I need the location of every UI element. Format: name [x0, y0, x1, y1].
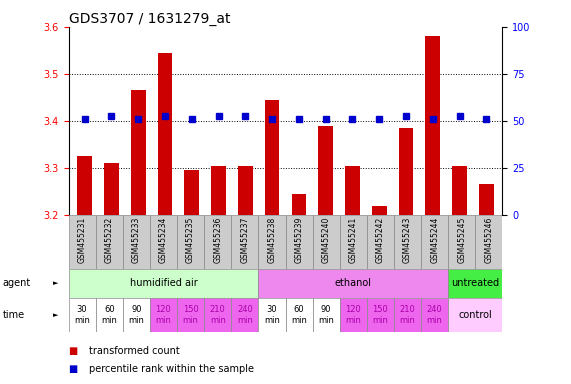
Bar: [448, 215, 475, 269]
Text: GSM455242: GSM455242: [376, 217, 385, 263]
Text: 60
min: 60 min: [101, 305, 117, 324]
Text: GSM455234: GSM455234: [159, 217, 168, 263]
Bar: [448, 298, 502, 332]
Text: 90
min: 90 min: [128, 305, 144, 324]
Text: percentile rank within the sample: percentile rank within the sample: [89, 364, 254, 374]
Bar: [479, 184, 494, 215]
Text: time: time: [3, 310, 25, 320]
Bar: [313, 215, 340, 269]
Text: GSM455236: GSM455236: [213, 217, 222, 263]
Text: agent: agent: [3, 278, 31, 288]
Text: 120
min: 120 min: [345, 305, 361, 324]
Bar: [399, 128, 413, 215]
Text: GSM455244: GSM455244: [430, 217, 439, 263]
Text: GSM455243: GSM455243: [403, 217, 412, 263]
Bar: [292, 194, 306, 215]
Bar: [367, 298, 394, 332]
Text: transformed count: transformed count: [89, 346, 179, 356]
Text: GDS3707 / 1631279_at: GDS3707 / 1631279_at: [69, 12, 230, 26]
Bar: [177, 298, 204, 332]
Bar: [204, 215, 231, 269]
Text: 240
min: 240 min: [427, 305, 443, 324]
Bar: [96, 298, 123, 332]
Text: GSM455246: GSM455246: [484, 217, 493, 263]
Bar: [204, 298, 231, 332]
Text: 150
min: 150 min: [183, 305, 199, 324]
Text: 60
min: 60 min: [291, 305, 307, 324]
Bar: [104, 163, 119, 215]
Bar: [340, 215, 367, 269]
Bar: [211, 166, 226, 215]
Bar: [421, 215, 448, 269]
Text: 90
min: 90 min: [318, 305, 334, 324]
Bar: [448, 269, 502, 298]
Text: 240
min: 240 min: [237, 305, 253, 324]
Bar: [452, 166, 467, 215]
Bar: [345, 166, 360, 215]
Bar: [238, 166, 253, 215]
Text: ethanol: ethanol: [335, 278, 372, 288]
Bar: [69, 215, 96, 269]
Bar: [69, 269, 258, 298]
Bar: [231, 298, 258, 332]
Bar: [123, 215, 150, 269]
Text: 30
min: 30 min: [264, 305, 280, 324]
Text: control: control: [459, 310, 492, 320]
Bar: [313, 298, 340, 332]
Bar: [177, 215, 204, 269]
Bar: [372, 205, 387, 215]
Bar: [131, 90, 146, 215]
Bar: [340, 298, 367, 332]
Bar: [77, 156, 92, 215]
Bar: [258, 215, 286, 269]
Bar: [231, 215, 258, 269]
Text: 210
min: 210 min: [400, 305, 416, 324]
Text: ■: ■: [69, 346, 78, 356]
Text: GSM455237: GSM455237: [240, 217, 250, 263]
Bar: [286, 298, 313, 332]
Bar: [286, 215, 313, 269]
Bar: [150, 298, 177, 332]
Bar: [318, 126, 333, 215]
Text: GSM455240: GSM455240: [321, 217, 331, 263]
Text: 120
min: 120 min: [155, 305, 171, 324]
Bar: [123, 298, 150, 332]
Bar: [425, 36, 440, 215]
Bar: [475, 215, 502, 269]
Bar: [158, 53, 172, 215]
Text: 150
min: 150 min: [372, 305, 388, 324]
Text: 30
min: 30 min: [74, 305, 90, 324]
Bar: [265, 100, 279, 215]
Text: GSM455241: GSM455241: [349, 217, 358, 263]
Bar: [394, 215, 421, 269]
Bar: [184, 170, 199, 215]
Text: GSM455235: GSM455235: [186, 217, 195, 263]
Text: ■: ■: [69, 364, 78, 374]
Text: humidified air: humidified air: [130, 278, 198, 288]
Bar: [367, 215, 394, 269]
Bar: [394, 298, 421, 332]
Text: GSM455245: GSM455245: [457, 217, 467, 263]
Bar: [69, 298, 96, 332]
Text: ►: ►: [53, 280, 58, 286]
Bar: [258, 269, 448, 298]
Text: untreated: untreated: [451, 278, 500, 288]
Bar: [421, 298, 448, 332]
Bar: [150, 215, 177, 269]
Text: GSM455233: GSM455233: [132, 217, 141, 263]
Text: GSM455239: GSM455239: [295, 217, 304, 263]
Text: 210
min: 210 min: [210, 305, 226, 324]
Text: ►: ►: [53, 312, 58, 318]
Bar: [96, 215, 123, 269]
Bar: [258, 298, 286, 332]
Text: GSM455238: GSM455238: [267, 217, 276, 263]
Text: GSM455232: GSM455232: [104, 217, 114, 263]
Text: GSM455231: GSM455231: [78, 217, 87, 263]
